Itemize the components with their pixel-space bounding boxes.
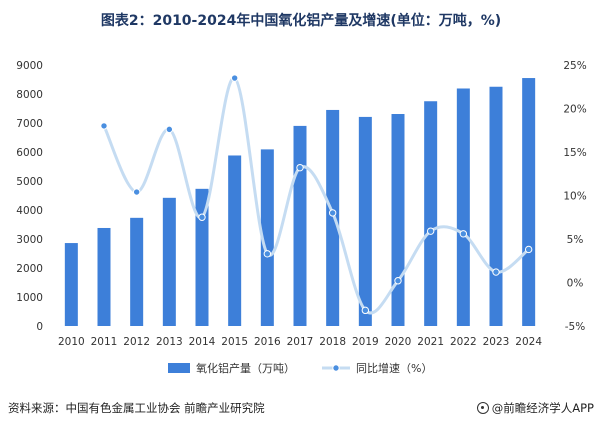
- bar: [293, 125, 307, 327]
- growth-point: [492, 268, 500, 276]
- right-tick-label: 5%: [567, 234, 584, 246]
- bar: [195, 188, 209, 326]
- brand-label: @前瞻经济学人APP: [491, 401, 594, 415]
- x-tick-label: 2020: [385, 336, 412, 348]
- bar: [228, 155, 242, 326]
- growth-point: [524, 245, 533, 254]
- x-tick-label: 2016: [254, 336, 281, 348]
- left-tick-label: 1000: [16, 292, 43, 304]
- legend-label-line: 同比增速（%）: [356, 361, 432, 375]
- growth-point: [328, 209, 337, 217]
- growth-point: [198, 213, 206, 221]
- bar: [130, 217, 144, 326]
- x-tick-label: 2018: [319, 336, 346, 348]
- growth-point: [426, 227, 435, 235]
- bar: [162, 197, 176, 326]
- combo-chart: 0 1000 2000 3000 4000 5000 6000 7000 8000 9000 -5…: [16, 60, 586, 375]
- growth-point: [394, 277, 402, 285]
- left-tick-label: 8000: [16, 89, 43, 101]
- right-tick-label: 0%: [567, 278, 584, 290]
- left-tick-label: 4000: [16, 205, 43, 217]
- x-tick-label: 2010: [58, 336, 85, 348]
- growth-point: [361, 306, 370, 315]
- left-tick-label: 5000: [16, 176, 43, 188]
- legend: 氧化铝产量（万吨） 同比增速（%）: [168, 361, 432, 375]
- x-tick-label: 2011: [91, 336, 118, 348]
- brand: @前瞻经济学人APP: [476, 400, 594, 416]
- x-axis-ticks: 2010 2011 2012 2013 2014 2015 2016 2017 2018 2019…: [58, 336, 542, 348]
- qianzhan-logo-icon: [476, 402, 489, 414]
- right-tick-label: 10%: [563, 191, 586, 203]
- growth-point: [230, 74, 239, 82]
- left-tick-label: 0: [36, 321, 43, 333]
- growth-point: [165, 125, 174, 134]
- x-tick-label: 2024: [515, 336, 542, 348]
- left-tick-label: 2000: [16, 263, 43, 275]
- x-tick-label: 2013: [156, 336, 183, 348]
- right-tick-label: 25%: [563, 60, 586, 72]
- x-tick-label: 2012: [123, 336, 150, 348]
- bar-series: [64, 78, 536, 327]
- bar: [64, 243, 78, 326]
- footer: 资料来源：中国有色金属工业协会 前瞻产业研究院 @前瞻经济学人APP: [8, 400, 594, 420]
- growth-point: [263, 250, 272, 258]
- bar: [456, 88, 470, 327]
- chart-title: 图表2：2010-2024年中国氧化铝产量及增速(单位：万吨，%): [100, 13, 502, 29]
- bar: [424, 101, 438, 326]
- left-tick-label: 7000: [16, 118, 43, 130]
- bar: [358, 116, 372, 326]
- x-tick-label: 2023: [483, 336, 510, 348]
- x-tick-label: 2019: [352, 336, 379, 348]
- left-tick-label: 6000: [16, 147, 43, 159]
- line-series: [100, 74, 533, 315]
- left-axis-ticks: 0 1000 2000 3000 4000 5000 6000 7000 8000 9000: [16, 60, 43, 333]
- left-tick-label: 9000: [16, 60, 43, 72]
- growth-line: [102, 76, 531, 315]
- growth-point: [100, 122, 108, 130]
- legend-label-bar: 氧化铝产量（万吨）: [196, 361, 295, 375]
- right-tick-label: 20%: [563, 104, 586, 116]
- bar: [326, 109, 340, 326]
- source-note: 资料来源：中国有色金属工业协会 前瞻产业研究院: [8, 401, 265, 415]
- bar: [522, 78, 536, 326]
- x-tick-label: 2022: [450, 336, 477, 348]
- x-tick-label: 2014: [189, 336, 216, 348]
- legend-swatch-bar: [168, 363, 190, 373]
- right-axis-ticks: -5% 0% 5% 10% 15% 20% 25%: [563, 60, 586, 333]
- right-tick-label: 15%: [563, 147, 586, 159]
- growth-point: [132, 188, 141, 196]
- x-tick-label: 2021: [417, 336, 444, 348]
- left-tick-label: 3000: [16, 234, 43, 246]
- right-tick-label: -5%: [565, 321, 585, 333]
- x-tick-label: 2017: [287, 336, 314, 348]
- bar: [260, 149, 274, 326]
- growth-point: [459, 230, 468, 238]
- bar: [391, 114, 405, 326]
- legend-marker-line: [332, 364, 340, 372]
- bar: [97, 227, 111, 326]
- x-tick-label: 2015: [221, 336, 248, 348]
- bar: [489, 86, 503, 326]
- growth-point: [296, 163, 304, 172]
